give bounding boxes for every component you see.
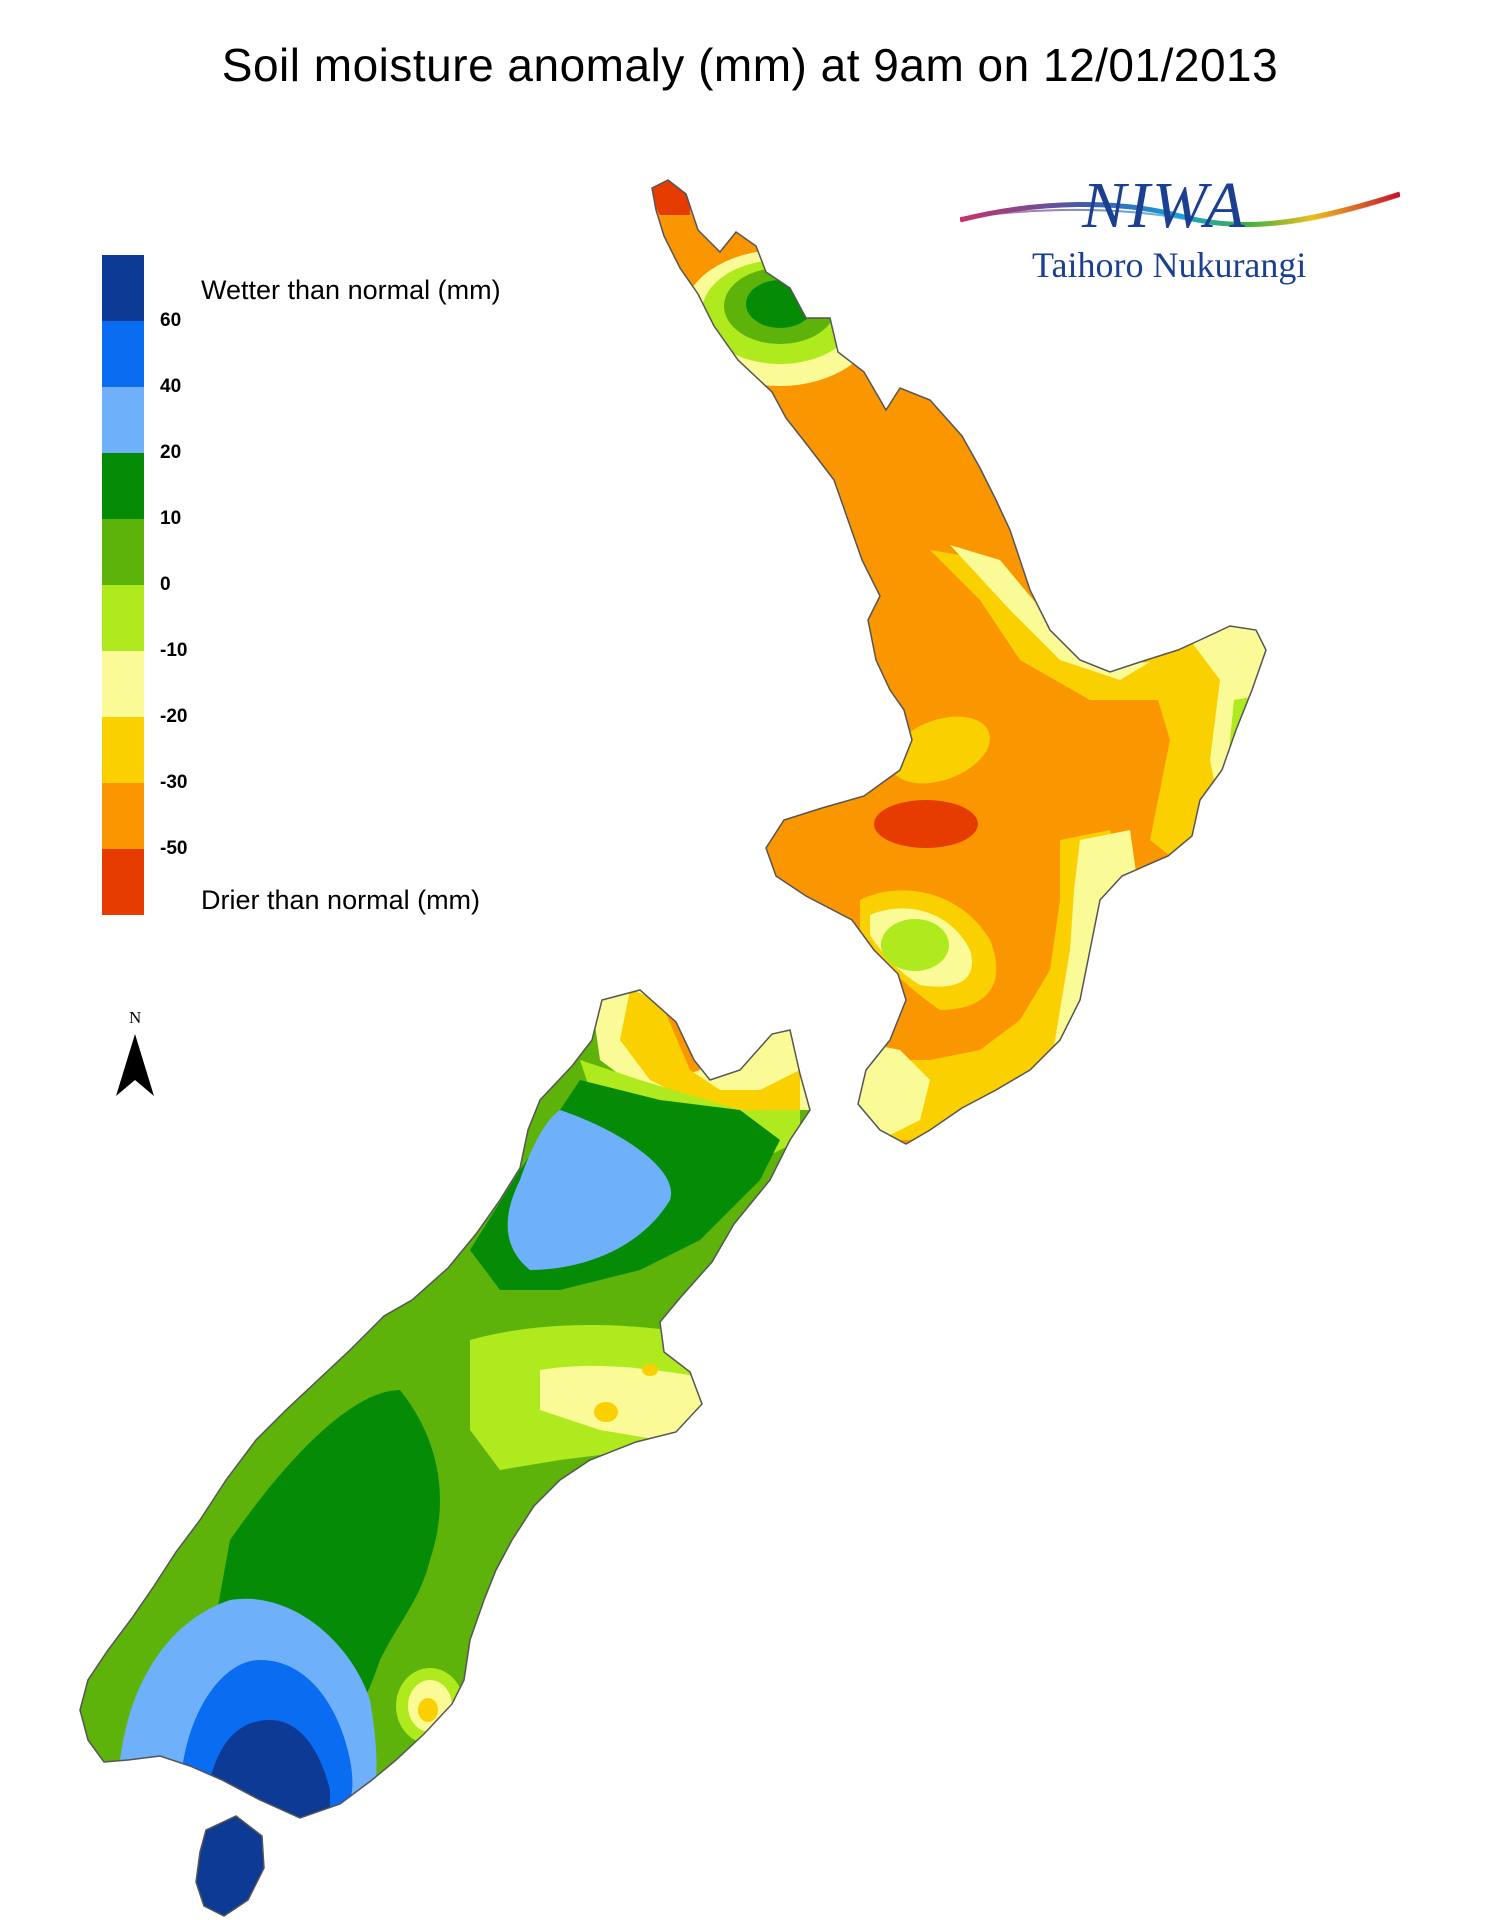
stewart-island bbox=[195, 1815, 265, 1917]
south-island bbox=[79, 989, 811, 1819]
legend-drier-label: Drier than normal (mm) bbox=[201, 885, 481, 915]
legend-swatch bbox=[102, 783, 144, 849]
north-label: N bbox=[129, 1008, 142, 1027]
legend-swatch bbox=[102, 585, 144, 651]
legend-swatch bbox=[102, 321, 144, 387]
legend-tick: 60 bbox=[160, 310, 182, 331]
legend-tick: 0 bbox=[160, 574, 171, 595]
legend-tick: -10 bbox=[160, 640, 188, 661]
legend-tick: -30 bbox=[160, 772, 188, 793]
legend-tick: -50 bbox=[160, 838, 188, 859]
legend-swatch bbox=[102, 519, 144, 585]
legend-tick: 10 bbox=[160, 508, 182, 529]
legend-swatch bbox=[102, 387, 144, 453]
niwa-logo: NIWA Taihoro Nukurangi bbox=[960, 160, 1400, 300]
page-title: Soil moisture anomaly (mm) at 9am on 12/… bbox=[221, 39, 1279, 91]
legend-swatch bbox=[102, 651, 144, 717]
niwa-wave-icon bbox=[960, 191, 1400, 228]
legend-tick: 40 bbox=[160, 376, 182, 397]
legend-swatch bbox=[102, 453, 144, 519]
logo-name: NIWA bbox=[1082, 169, 1247, 242]
legend-wetter-label: Wetter than normal (mm) bbox=[201, 275, 501, 305]
legend-tick: 20 bbox=[160, 442, 182, 463]
legend-tick: -20 bbox=[160, 706, 188, 727]
map-legend: Wetter than normal (mm) 60 40 20 10 0 -1… bbox=[102, 255, 562, 935]
legend-swatch bbox=[102, 849, 144, 915]
legend-swatch bbox=[102, 255, 144, 321]
north-arrow-icon bbox=[116, 1034, 154, 1096]
north-island bbox=[651, 179, 1267, 1145]
logo-subtitle: Taihoro Nukurangi bbox=[1032, 245, 1307, 285]
legend-swatch bbox=[102, 717, 144, 783]
